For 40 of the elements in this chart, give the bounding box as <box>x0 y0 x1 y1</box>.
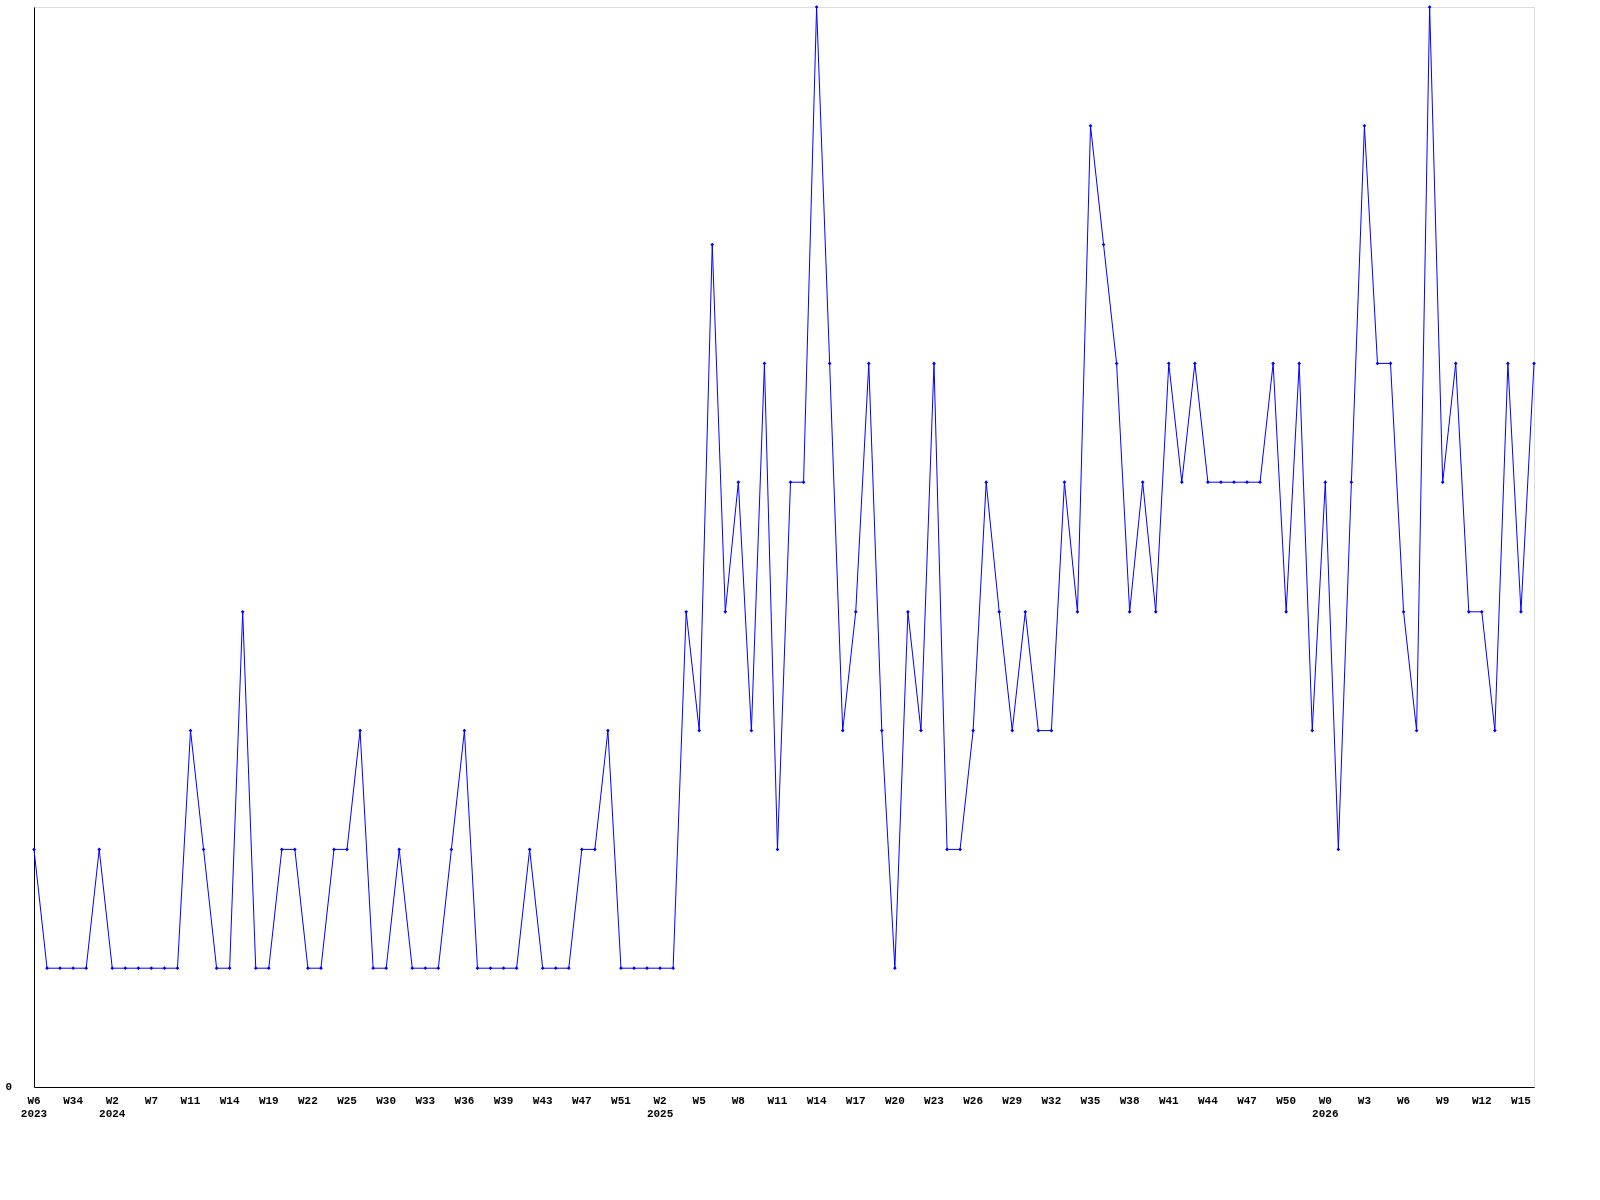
x-tick-label: W23 <box>924 1095 945 1107</box>
x-tick-label: W11 <box>180 1095 201 1107</box>
x-tick-label: W14 <box>219 1095 240 1107</box>
x-tick-label: W32 <box>1041 1095 1062 1107</box>
x-tick-label: W36 <box>454 1095 475 1107</box>
x-tick-label: W39 <box>493 1095 514 1107</box>
x-tick-label: W17 <box>845 1095 866 1107</box>
x-tick-label: W5 <box>692 1095 707 1107</box>
x-tick-label: W50 <box>1276 1095 1297 1107</box>
x-tick-label: W51 <box>611 1095 632 1107</box>
x-tick-label: W11 <box>767 1095 788 1107</box>
x-tick-label: W43 <box>532 1095 553 1107</box>
x-tick-label: W9 <box>1436 1095 1450 1107</box>
x-tick-label: W2 2025 <box>646 1095 674 1120</box>
x-tick-label: W6 <box>1396 1095 1411 1107</box>
text: 0 <box>5 1081 12 1093</box>
x-tick-label: W47 <box>1237 1095 1257 1107</box>
x-tick-label: W6 2023 <box>20 1095 48 1120</box>
x-tick-label: W47 <box>571 1095 592 1107</box>
x-tick-label: W29 <box>1002 1095 1023 1107</box>
x-tick-label: W44 <box>1198 1095 1219 1107</box>
x-tick-label: W35 <box>1080 1095 1101 1107</box>
x-tick-label: W20 <box>884 1095 905 1107</box>
x-tick-label: W0 2026 <box>1312 1095 1339 1120</box>
x-tick-label: W2 2024 <box>99 1095 126 1120</box>
x-tick-label: W12 <box>1471 1095 1492 1107</box>
x-tick-label: W25 <box>337 1095 358 1107</box>
x-tick-label: W3 <box>1357 1095 1372 1107</box>
x-tick-label: W8 <box>731 1095 746 1107</box>
x-tick-label: W30 <box>376 1095 397 1107</box>
x-tick-label: W7 <box>144 1095 158 1107</box>
x-tick-label: W34 <box>63 1095 84 1107</box>
x-tick-label: W19 <box>258 1095 279 1107</box>
x-tick-label: W15 <box>1511 1095 1532 1107</box>
x-tick-label: W41 <box>1158 1095 1180 1107</box>
x-tick-label: W38 <box>1119 1095 1140 1107</box>
x-tick-label: W22 <box>298 1095 318 1107</box>
x-tick-label: W26 <box>963 1095 984 1107</box>
x-tick-label: W14 <box>806 1095 827 1107</box>
x-tick-label: W33 <box>415 1095 436 1107</box>
